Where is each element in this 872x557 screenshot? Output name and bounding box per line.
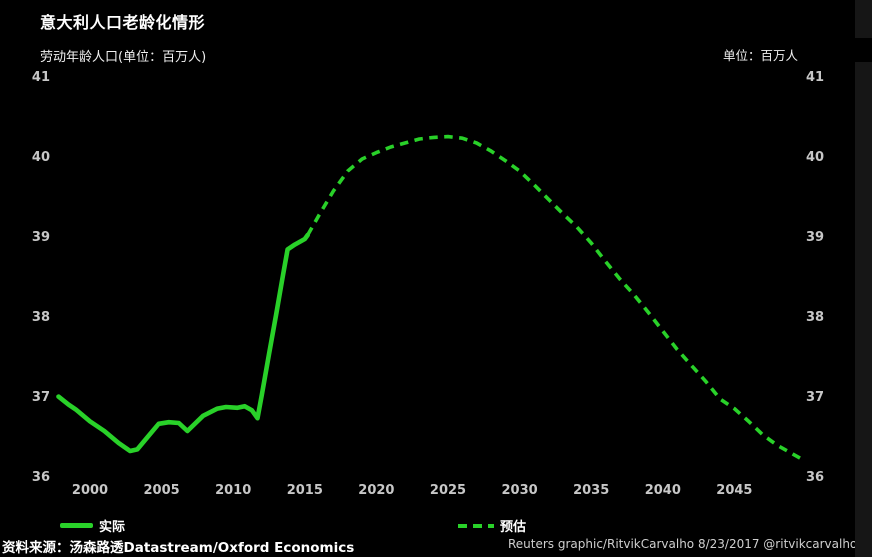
y-axis-label-right: 41 xyxy=(806,70,825,85)
y-axis-label-left: 36 xyxy=(31,470,50,485)
y-axis-label-left: 41 xyxy=(31,70,50,85)
chart-subtitle: 劳动年龄人口(单位：百万人) xyxy=(40,50,207,65)
y-axis-label-right: 40 xyxy=(806,150,825,165)
y-axis-label-right: 39 xyxy=(806,230,825,245)
x-axis-label: 2025 xyxy=(429,483,467,498)
x-axis-label: 2030 xyxy=(501,483,538,498)
y-axis-label-left: 39 xyxy=(31,230,50,245)
y-axis-label-left: 38 xyxy=(31,310,50,325)
x-axis-label: 2035 xyxy=(573,483,610,498)
legend-actual-label: 实际 xyxy=(99,520,126,535)
actual-series-line xyxy=(56,232,311,454)
solid-line-swatch xyxy=(60,523,93,528)
forecast-series-line xyxy=(306,134,804,462)
y-axis-label-left: 37 xyxy=(31,390,50,405)
y-axis-label-right: 37 xyxy=(806,390,825,405)
y-axis-label-right: 36 xyxy=(806,470,825,485)
x-axis-label: 2010 xyxy=(215,483,252,498)
x-axis-label: 2000 xyxy=(71,483,109,498)
dashed-line-swatch xyxy=(458,523,494,528)
legend-item-actual: 实际 xyxy=(60,516,125,535)
y-axis-label-left: 40 xyxy=(31,150,50,165)
x-axis-label: 2040 xyxy=(644,483,681,498)
reuters-credit: Reuters graphic/RitvikCarvalho 8/23/2017… xyxy=(508,537,858,551)
legend-item-forecast: 预估 xyxy=(458,516,526,535)
x-axis-label: 2020 xyxy=(358,483,395,498)
source-attribution: 资料来源：汤森路透Datastream/Oxford Economics xyxy=(2,540,355,556)
page-title: 意大利人口老龄化情形 xyxy=(40,13,206,32)
x-axis-label: 2005 xyxy=(143,483,180,498)
x-axis-label: 2045 xyxy=(716,483,753,498)
unit-label: 单位：百万人 xyxy=(722,48,798,63)
scrollbar-notch xyxy=(845,38,872,62)
legend-forecast-label: 预估 xyxy=(500,520,527,535)
y-axis-label-right: 38 xyxy=(806,310,825,325)
x-axis-label: 2015 xyxy=(286,483,323,498)
right-edge-scrollbar[interactable] xyxy=(855,0,872,557)
